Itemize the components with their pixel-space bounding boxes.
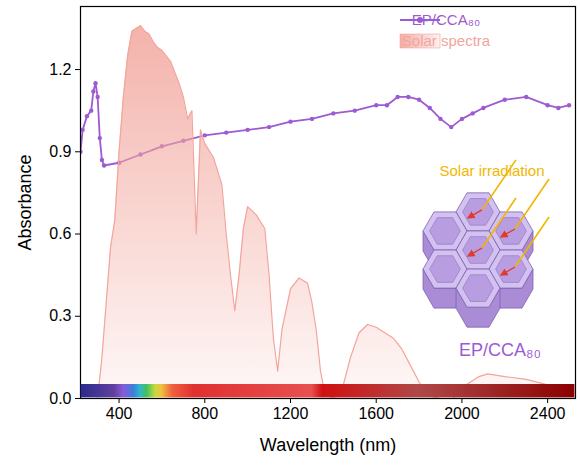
svg-text:Solar irradiation: Solar irradiation: [439, 162, 544, 179]
svg-text:1600: 1600: [358, 405, 394, 422]
svg-text:Wavelength (nm): Wavelength (nm): [260, 435, 396, 455]
svg-text:400: 400: [106, 405, 133, 422]
svg-text:800: 800: [191, 405, 218, 422]
svg-text:0.3: 0.3: [49, 307, 71, 324]
svg-text:Solar spectra: Solar spectra: [402, 32, 491, 49]
svg-text:EP/CCA₈₀: EP/CCA₈₀: [412, 11, 480, 28]
svg-text:Absorbance: Absorbance: [15, 154, 35, 250]
svg-text:0.9: 0.9: [49, 143, 71, 160]
svg-text:0.6: 0.6: [49, 225, 71, 242]
svg-text:1.2: 1.2: [49, 61, 71, 78]
svg-text:1200: 1200: [273, 405, 309, 422]
svg-text:EP/CCA₈₀: EP/CCA₈₀: [459, 340, 541, 360]
svg-text:2400: 2400: [530, 405, 566, 422]
svg-text:2000: 2000: [444, 405, 480, 422]
svg-text:0.0: 0.0: [49, 390, 71, 407]
